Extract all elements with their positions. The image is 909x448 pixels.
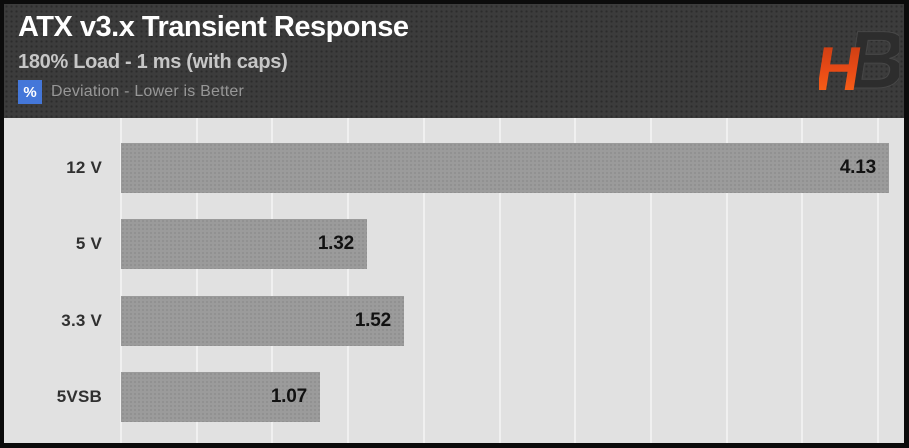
vertical-gridline [271, 118, 274, 443]
chart-card-inner: ATX v3.x Transient Response 180% Load - … [4, 4, 904, 443]
bar: 1.32 [121, 219, 367, 269]
hardware-busters-logo-icon: B H [819, 14, 899, 98]
category-label: 12 V [66, 158, 102, 177]
category-label: 5 V [75, 234, 102, 253]
chart-header: ATX v3.x Transient Response 180% Load - … [4, 4, 904, 118]
vertical-gridline [347, 118, 350, 443]
percent-unit-badge: % [18, 80, 42, 104]
vertical-gridline [120, 118, 122, 443]
plot-area: 12 V 4.13 5 V 1.32 3.3 V 1.52 5VSB 1.07 [4, 118, 904, 443]
bar-value-label: 4.13 [839, 157, 876, 178]
unit-note-row: % Deviation - Lower is Better [18, 80, 244, 104]
chart-subtitle: 180% Load - 1 ms (with caps) [18, 51, 288, 73]
category-label: 3.3 V [61, 311, 102, 330]
chart-title: ATX v3.x Transient Response [18, 11, 409, 43]
vertical-gridline [574, 118, 577, 443]
bar-value-label: 1.07 [270, 386, 307, 407]
vertical-gridline [195, 118, 198, 443]
bar: 1.07 [121, 372, 320, 422]
vertical-gridline [649, 118, 652, 443]
vertical-gridline [498, 118, 501, 443]
bar-row: 5VSB 1.07 [4, 372, 904, 422]
vertical-gridline [877, 118, 879, 443]
bar-value-label: 1.52 [354, 310, 391, 331]
bar: 1.52 [121, 296, 404, 346]
deviation-note: Deviation - Lower is Better [51, 83, 245, 100]
vertical-gridline [801, 118, 804, 443]
bar-row: 3.3 V 1.52 [4, 296, 904, 346]
vertical-gridline [725, 118, 728, 443]
bar-row: 12 V 4.13 [4, 143, 904, 193]
bar-value-label: 1.32 [317, 233, 354, 254]
bar-row: 5 V 1.32 [4, 219, 904, 269]
bar: 4.13 [121, 143, 889, 193]
vertical-gridline [422, 118, 425, 443]
category-label: 5VSB [56, 387, 102, 406]
